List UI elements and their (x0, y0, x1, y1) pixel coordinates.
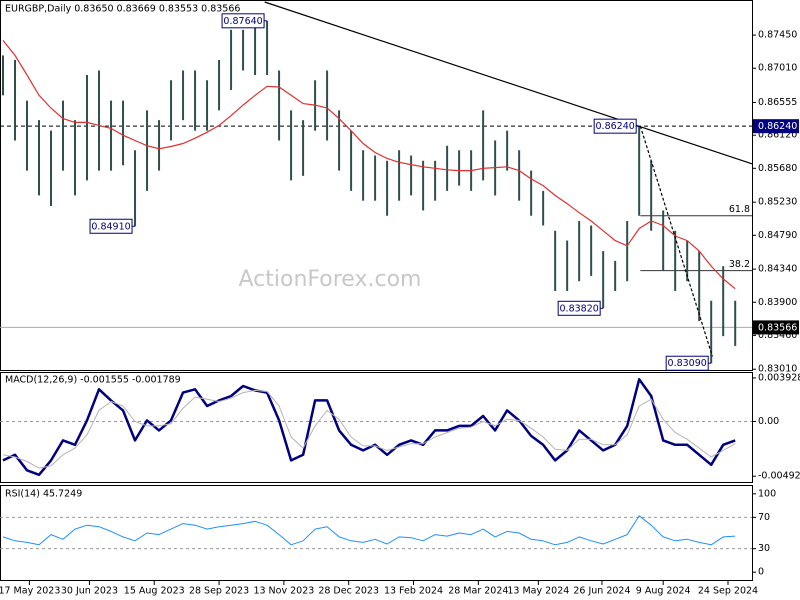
x-tick-label: 17 May 2023 (0, 586, 60, 597)
fib-label: 38.2 (729, 259, 750, 270)
annotation-label: 0.83090 (668, 358, 707, 369)
x-tick-label: 28 Sep 2023 (189, 586, 249, 597)
annotation-label: 0.83820 (560, 303, 599, 314)
price-title: EURGBP,Daily 0.83650 0.83669 0.83553 0.8… (5, 4, 240, 15)
annotation-label: 0.86240 (596, 121, 635, 132)
annotation-box (557, 300, 601, 316)
x-tick-label: 15 Aug 2023 (124, 586, 185, 597)
y-tick-label: 0.83010 (758, 364, 797, 375)
price-label: 0.86240 (758, 121, 797, 132)
rsi-panel (0, 485, 753, 581)
price-label-box (753, 119, 799, 134)
x-tick-label: 28 Mar 2024 (448, 586, 508, 597)
x-tick-label: 28 Dec 2023 (318, 586, 379, 597)
fib-label: 61.8 (729, 204, 750, 215)
y-tick-label: 0.00 (758, 416, 779, 427)
x-tick-label: 13 May 2024 (507, 586, 569, 597)
y-tick-label: 0.84790 (758, 230, 797, 241)
y-tick-label: 0.83460 (758, 330, 797, 341)
trendline (264, 1, 753, 165)
price-label-box (753, 320, 799, 335)
y-tick-label: 0.85680 (758, 163, 797, 174)
x-tick-label: 13 Nov 2023 (253, 586, 314, 597)
y-tick-label: 0.003928 (758, 372, 800, 383)
x-tick-label: 13 Feb 2024 (384, 586, 443, 597)
y-tick-label: 0.86120 (758, 130, 797, 141)
x-tick-label: 30 Jun 2023 (61, 586, 118, 597)
y-tick-label: 100 (758, 488, 776, 499)
indicator-line (2, 389, 736, 469)
indicator-line (2, 515, 736, 546)
y-tick-label: 0.87010 (758, 63, 797, 74)
watermark: ActionForex.com (239, 267, 422, 292)
y-tick-label: -0.004929 (758, 471, 800, 482)
price-label: 0.83566 (758, 322, 797, 333)
annotation-box (89, 218, 133, 234)
annotation-box (665, 355, 709, 371)
annotation-box (221, 13, 265, 29)
x-tick-label: 9 Aug 2024 (636, 586, 691, 597)
indicator-line (2, 378, 736, 477)
y-tick-label: 30 (758, 543, 770, 554)
price-panel (0, 0, 753, 371)
macd-title: MACD(12,26,9) -0.001555 -0.001789 (5, 375, 181, 386)
y-tick-label: 0 (758, 567, 764, 578)
macd-panel (0, 372, 753, 483)
annotation-label: 0.87640 (223, 16, 262, 27)
rsi-title: RSI(14) 45.7249 (5, 489, 82, 500)
annotation-box (593, 118, 637, 134)
y-tick-label: 70 (758, 512, 770, 523)
x-tick-label: 24 Sep 2024 (698, 586, 758, 597)
y-tick-label: 0.85230 (758, 197, 797, 208)
y-tick-label: 0.86555 (758, 97, 797, 108)
moving-average (2, 40, 736, 290)
x-tick-label: 26 Jun 2024 (573, 586, 630, 597)
y-tick-label: 0.83900 (758, 297, 797, 308)
trendline (639, 125, 713, 357)
y-tick-label: 0.84340 (758, 264, 797, 275)
y-tick-label: 0.87450 (758, 30, 797, 41)
annotation-label: 0.84910 (91, 221, 130, 232)
